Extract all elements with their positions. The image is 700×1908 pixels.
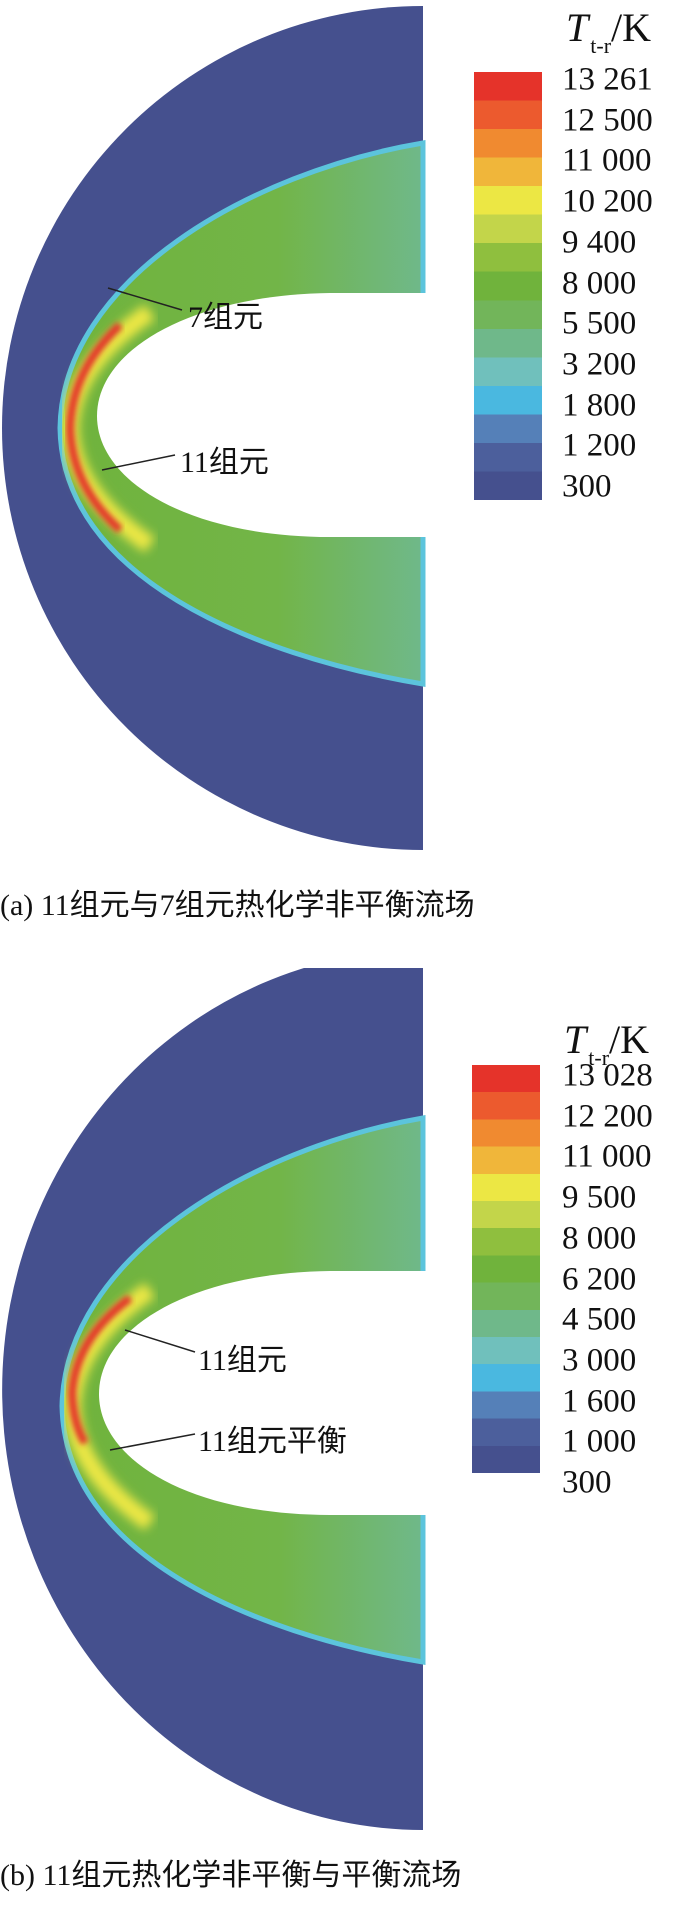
colorbar-tick-label: 12 200 <box>562 1098 653 1135</box>
colorbar-tick-label: 11 000 <box>562 142 652 179</box>
leader-line-2 <box>109 1433 196 1451</box>
colorbar-tick-label: 13 261 <box>562 61 653 98</box>
colorbar-title: Tt-r/K <box>566 4 652 58</box>
temperature-field-a <box>2 6 430 850</box>
colorbar-tick-label: 1 000 <box>562 1423 637 1460</box>
colorbar-symbol: T <box>566 5 589 50</box>
colorbar-tick-label: 6 200 <box>562 1261 637 1297</box>
colorbar-subscript: t-r <box>590 33 612 58</box>
peak-layer <box>65 322 123 533</box>
colorbar-tick-label: 1 200 <box>562 427 637 464</box>
colorbar-tick-label: 10 200 <box>562 183 653 220</box>
colorbar-tick-label: 3 000 <box>562 1342 637 1379</box>
colorbar-tick-label: 1 800 <box>562 387 637 424</box>
temperature-field-b <box>2 968 430 1830</box>
leader-line-2 <box>101 454 176 471</box>
colorbar-subscript: t-r <box>588 1045 610 1070</box>
body-cutout <box>97 293 430 537</box>
colorbar <box>474 72 542 500</box>
annotation-11-species-equilibrium: 11组元平衡 <box>198 1425 347 1458</box>
colorbar-symbol: T <box>564 1017 587 1062</box>
panel-a: 7组元 11组元 Tt-r/K 13 261 12 500 11 000 10 200… <box>0 0 700 940</box>
colorbar-tick-label: 300 <box>562 468 612 505</box>
body-cutout <box>99 1271 430 1515</box>
colorbar-tick-label: 300 <box>562 1464 612 1501</box>
colorbar-unit: /K <box>611 5 652 50</box>
colorbar-title: Tt-r/K <box>564 1016 650 1070</box>
colorbar-tick-label: 13 028 <box>562 1057 653 1094</box>
colorbar-tick-label: 9 500 <box>562 1179 637 1216</box>
peak-layer <box>67 1294 133 1446</box>
colorbar-tick-label: 11 000 <box>562 1138 652 1175</box>
colorbar-tick-label: 1 600 <box>562 1383 637 1420</box>
leader-line-1 <box>107 287 183 311</box>
colorbar-tick-label: 8 000 <box>562 265 637 301</box>
colorbar <box>472 1065 540 1473</box>
colorbar-tick-label: 5 500 <box>562 305 637 342</box>
colorbar-tick-label: 3 200 <box>562 346 637 383</box>
annotation-7-species: 7组元 <box>188 301 263 334</box>
colorbar-tick-label: 9 400 <box>562 224 637 261</box>
caption-a: (a) 11组元与7组元热化学非平衡流场 <box>0 889 475 922</box>
leader-line-1 <box>124 1329 196 1353</box>
colorbar-tick-label: 8 000 <box>562 1220 637 1257</box>
colorbar-unit: /K <box>609 1017 650 1062</box>
colorbar-tick-label: 4 500 <box>562 1301 637 1338</box>
annotation-11-species: 11组元 <box>180 446 269 479</box>
colorbar-tick-label: 12 500 <box>562 102 653 139</box>
caption-b: (b) 11组元热化学非平衡与平衡流场 <box>0 1859 462 1892</box>
panel-b: 11组元 11组元平衡 Tt-r/K 13 028 12 200 11 000 9 5… <box>0 968 700 1908</box>
annotation-11-species: 11组元 <box>198 1344 287 1377</box>
